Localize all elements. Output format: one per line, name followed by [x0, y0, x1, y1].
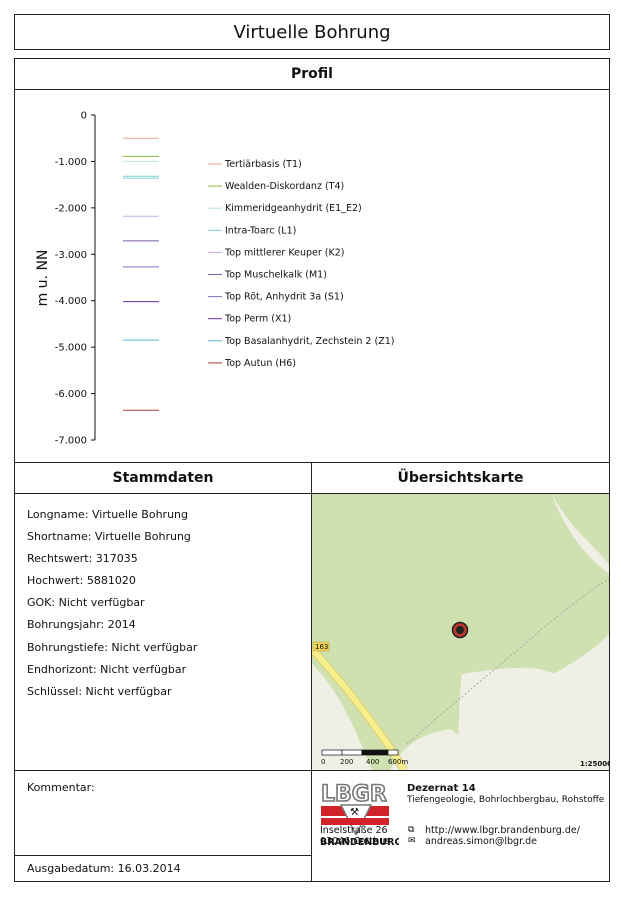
y-tick-label: -3.000 — [55, 250, 87, 261]
stamm-shortname: Shortname: Virtuelle Bohrung — [27, 530, 191, 544]
legend-label: Intra-Toarc (L1) — [225, 225, 296, 236]
scalebar-seg-3 — [361, 749, 389, 756]
scale-label-200: 200 — [340, 758, 353, 766]
logo-sub-bg — [319, 835, 391, 847]
logo-brandenburg-text: BRANDENBURG — [320, 837, 399, 848]
map-canvas[interactable]: 163 0 200 400 600m 1:25000 — [312, 494, 609, 770]
logo-red-band-2 — [321, 818, 389, 825]
legend-label: Top mittlerer Keuper (K2) — [224, 247, 344, 258]
scalebar-seg-2 — [341, 749, 363, 756]
legend-label: Top Basalanhydrit, Zechstein 2 (Z1) — [224, 336, 394, 347]
borehole-marker-center — [456, 626, 464, 634]
map-open-field-2 — [390, 729, 492, 770]
stamm-hochwert: Hochwert: 5881020 — [27, 574, 136, 588]
map-open-field — [452, 667, 609, 770]
scale-label-600: 600m — [388, 758, 408, 766]
map-forest-corner — [542, 494, 609, 564]
kommentar-panel: Kommentar: — [14, 770, 312, 856]
legend-label: Top Röt, Anhydrit 3a (S1) — [224, 292, 344, 303]
address-street: Inselstraße 26 — [320, 825, 388, 836]
map-path — [406, 578, 609, 745]
dezernat-subtitle: Tiefengeologie, Bohrlochbergbau, Rohstof… — [407, 795, 605, 805]
lbgr-panel: LBGR ⚒ BRANDENBURG Dezernat 14 Tiefengeo… — [311, 770, 610, 882]
profil-chart: 0 -1.000 -2.000 -3.000 -4.000 -5.000 -6.000 -7.… — [35, 111, 394, 447]
address-city: 03046 Cottbus — [320, 836, 391, 847]
y-tick-label: -1.000 — [55, 157, 87, 168]
road-label: 163 — [315, 643, 328, 651]
y-tick-label: -7.000 — [55, 436, 87, 447]
legend-label: Tertiärbasis (T1) — [224, 159, 302, 170]
profil-chart-panel: 0 -1.000 -2.000 -3.000 -4.000 -5.000 -6.000 -7.… — [14, 89, 610, 463]
logo-lbgr-text: LBGR — [321, 782, 387, 807]
mail-icon: ✉ — [408, 836, 416, 846]
legend-label: Wealden-Diskordanz (T4) — [225, 181, 344, 192]
hammer-pick-icon: ⚒ — [350, 807, 359, 818]
page-title: Virtuelle Bohrung — [14, 14, 610, 50]
scalebar-seg-4 — [387, 749, 399, 756]
legend-label: Top Muschelkalk (M1) — [224, 270, 327, 281]
scale-label-400: 400 — [366, 758, 379, 766]
ausgabedatum: Ausgabedatum: 16.03.2014 — [14, 855, 312, 882]
stammdaten-heading: Stammdaten — [14, 462, 312, 494]
y-tick-label: -6.000 — [55, 389, 87, 400]
lbgr-logo: LBGR ⚒ BRANDENBURG — [319, 781, 399, 848]
dezernat-title: Dezernat 14 — [407, 783, 476, 794]
email-link[interactable]: andreas.simon@lbgr.de — [425, 836, 538, 847]
stamm-longname: Longname: Virtuelle Bohrung — [27, 508, 189, 521]
y-tick-label: -4.000 — [55, 296, 87, 307]
y-tick-label: -2.000 — [55, 203, 87, 214]
scale-ratio: 1:25000 — [580, 760, 609, 768]
scale-label-0: 0 — [321, 758, 325, 766]
stammdaten-panel: Longname: Virtuelle Bohrung Shortname: V… — [14, 493, 312, 771]
scalebar-seg-1 — [321, 749, 343, 756]
y-tick-label: -5.000 — [55, 343, 87, 354]
profil-heading: Profil — [14, 58, 610, 90]
karte-heading: Übersichtskarte — [311, 462, 610, 494]
stamm-bohrungstiefe: Bohrungstiefe: Nicht verfügbar — [27, 640, 198, 654]
website-link[interactable]: http://www.lbgr.brandenburg.de/ — [425, 825, 580, 836]
stamm-schluessel: Schlüssel: Nicht verfügbar — [27, 684, 172, 698]
legend-label: Top Perm (X1) — [224, 314, 291, 325]
stamm-endhorizont: Endhorizont: Nicht verfügbar — [27, 662, 187, 676]
map-clearing — [312, 684, 342, 724]
kommentar-label: Kommentar: — [27, 781, 95, 794]
y-tick-label: 0 — [81, 111, 87, 122]
legend-label: Top Autun (H6) — [224, 358, 296, 369]
y-axis-label: m u. NN — [35, 250, 51, 307]
stamm-gok: GOK: Nicht verfügbar — [27, 596, 145, 610]
overview-map[interactable]: 163 0 200 400 600m 1:25000 — [311, 493, 610, 771]
legend-label: Kimmeridgeanhydrit (E1_E2) — [225, 203, 362, 214]
stamm-bohrungsjahr: Bohrungsjahr: 2014 — [27, 618, 136, 632]
road-label-box — [312, 641, 330, 652]
link-icon: ⧉ — [408, 825, 415, 835]
stamm-rechtswert: Rechtswert: 317035 — [27, 552, 138, 566]
